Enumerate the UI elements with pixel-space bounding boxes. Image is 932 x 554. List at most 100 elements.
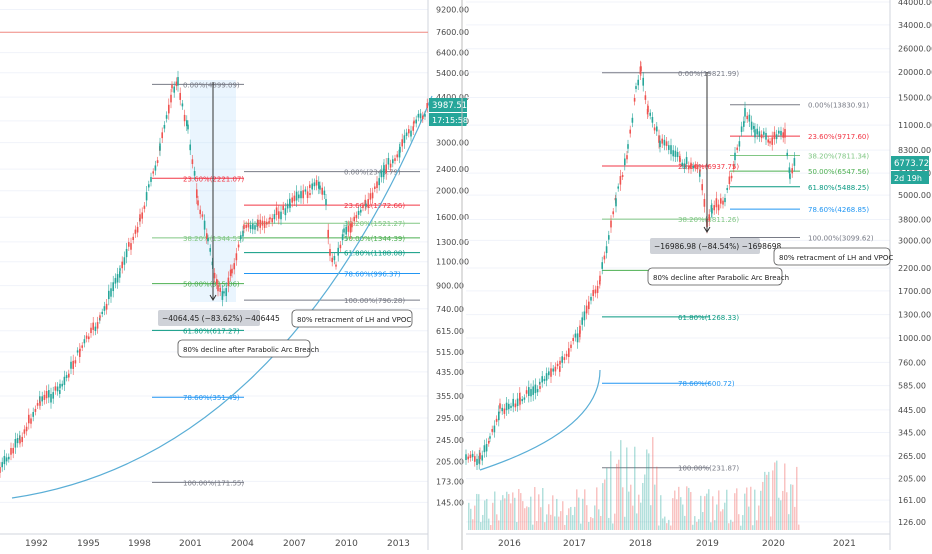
candle-body <box>311 183 313 190</box>
candle-body <box>76 350 79 353</box>
fib-level-label: 100.00%(231.87) <box>678 465 739 473</box>
candle-body <box>45 390 48 399</box>
candle-body <box>419 113 422 119</box>
candle-body <box>110 288 112 297</box>
volume-bar <box>738 514 740 530</box>
candle-body <box>743 121 745 127</box>
candle-body <box>19 439 21 444</box>
volume-bar <box>582 498 584 530</box>
measure-label-box <box>158 310 260 326</box>
volume-bar <box>596 487 598 530</box>
candle-body <box>659 140 661 148</box>
volume-bar <box>628 491 630 530</box>
candle-body <box>688 165 690 170</box>
candle-body <box>243 224 245 229</box>
candle-body <box>765 132 767 140</box>
candle-body <box>642 77 644 86</box>
candle-body <box>170 94 172 103</box>
volume-bar <box>774 462 776 530</box>
parabolic-arc <box>479 369 601 471</box>
candle-body <box>209 248 211 252</box>
candle-body <box>360 209 362 213</box>
candle-body <box>627 144 629 149</box>
candle-body <box>380 170 383 178</box>
candle-body <box>329 249 331 256</box>
candle-body <box>720 198 722 204</box>
candle-body <box>83 339 86 344</box>
candle-body <box>403 135 406 144</box>
right-chart-panel: 126.00 161.00 205.00 265.00 345.00 445.00 585.… <box>465 0 932 550</box>
volume-bar <box>648 453 650 530</box>
candle-body <box>415 119 417 124</box>
candle-body <box>119 271 121 278</box>
candle-body <box>364 199 366 206</box>
candle-body <box>145 192 148 201</box>
candle-body <box>579 325 581 334</box>
candle-body <box>763 131 765 135</box>
candle-body <box>478 455 480 464</box>
fib-level-label: 0.00%(4899.09) <box>183 81 240 89</box>
volume-bar <box>622 487 624 530</box>
volume-bar <box>574 506 576 530</box>
countdown-badge <box>429 113 467 126</box>
candle-body <box>187 124 189 130</box>
candle-body <box>610 220 612 228</box>
candle-body <box>143 205 146 209</box>
candle-body <box>656 126 658 132</box>
candle-body <box>257 219 259 227</box>
candle-body <box>345 226 347 235</box>
candle-body <box>674 150 677 157</box>
left-chart-panel: 145.00 173.00 205.00 245.00 295.00 355.00 435.… <box>0 0 469 550</box>
candle-body <box>483 445 486 453</box>
candle-body <box>647 105 649 113</box>
candle-body <box>223 291 225 294</box>
volume-bar <box>680 497 682 530</box>
candle-body <box>775 134 778 140</box>
candle-body <box>771 137 773 145</box>
volume-bar <box>498 520 500 530</box>
volume-bar <box>610 451 612 530</box>
candle-body <box>791 168 793 174</box>
candle-body <box>96 322 99 329</box>
volume-bar <box>572 515 574 530</box>
candle-body <box>168 104 170 114</box>
fib-retracement: 0.00%(2349.79) 23.60%(1772.66) 38.20%(1521… <box>244 169 420 305</box>
y-tick-label: 1700.00 <box>898 287 931 296</box>
candle-body <box>746 115 748 120</box>
candle-body <box>116 274 119 283</box>
candle-body <box>545 373 548 381</box>
volume-bar <box>490 525 492 530</box>
y-tick-label: 900.00 <box>436 282 464 291</box>
candle-body <box>333 256 336 261</box>
volume-bar <box>586 505 588 530</box>
candle-body <box>412 126 414 131</box>
countdown-text: 2d 19h <box>894 174 922 183</box>
volume-bar <box>728 523 730 530</box>
fib-level-label: 61.80%(1268.33) <box>678 314 739 322</box>
candle-body <box>335 264 337 267</box>
volume-bar <box>748 506 750 530</box>
candle-body <box>750 121 753 130</box>
volume-bar <box>476 493 478 530</box>
candle-body <box>754 129 756 138</box>
candle-body <box>219 287 221 292</box>
volume-bar <box>536 521 538 530</box>
measure-label-box <box>650 238 760 254</box>
volume-bar <box>694 516 696 530</box>
candle-body <box>699 169 701 172</box>
candle-body <box>769 141 771 144</box>
candle-body <box>213 272 216 279</box>
candle-body <box>733 164 735 169</box>
candle-body <box>753 126 755 129</box>
candle-body <box>491 429 493 432</box>
volume-bar <box>612 523 614 530</box>
volume-bar <box>534 487 536 530</box>
candle-body <box>48 390 50 398</box>
candle-body <box>493 425 496 433</box>
candle-body <box>337 247 339 256</box>
candle-body <box>88 336 90 340</box>
candle-body <box>139 214 141 222</box>
candle-body <box>601 262 603 269</box>
volume-bar <box>678 486 680 530</box>
